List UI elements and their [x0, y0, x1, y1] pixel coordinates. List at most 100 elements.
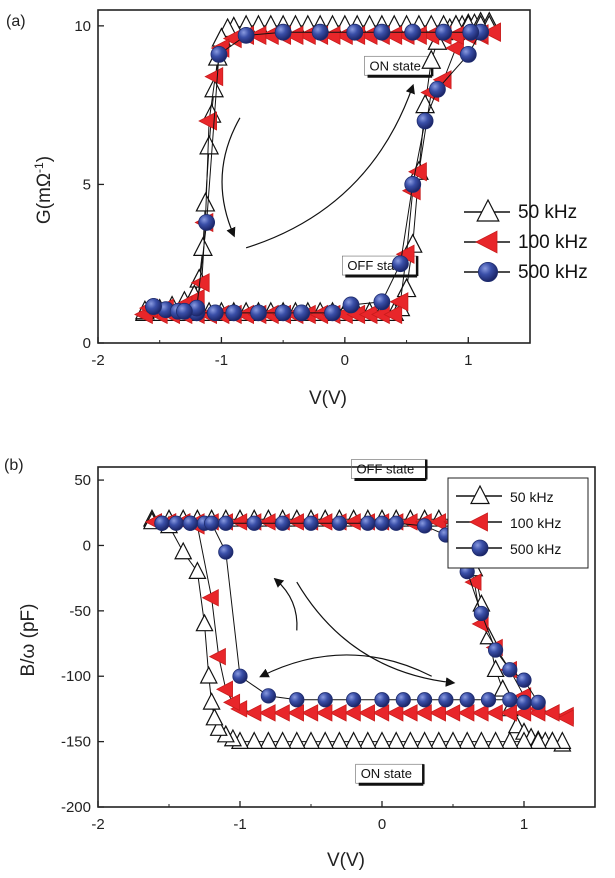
data-point: [415, 731, 434, 749]
data-point: [223, 693, 241, 712]
data-point: [237, 26, 255, 44]
state-annotation: ON state: [361, 766, 412, 781]
data-point: [195, 613, 214, 632]
data-point: [245, 731, 264, 749]
data-point: [374, 692, 390, 708]
data-point: [485, 704, 503, 722]
data-point: [344, 731, 363, 749]
data-point: [429, 731, 448, 749]
data-point: [404, 176, 422, 193]
data-point: [174, 541, 193, 560]
data-point: [259, 731, 278, 749]
data-point: [374, 515, 390, 531]
y-tick-label: 0: [83, 335, 91, 352]
data-point: [208, 647, 226, 666]
data-point: [244, 704, 262, 722]
data-point: [387, 731, 406, 749]
sweep-arrow: [296, 581, 456, 687]
data-point: [416, 112, 434, 130]
plot-frame-b: [97, 466, 596, 808]
data-point: [274, 23, 292, 41]
data-point: [373, 23, 391, 41]
data-point: [556, 709, 574, 727]
x-tick-label: 0: [378, 816, 386, 833]
x-axis-label-a: V(V): [309, 388, 347, 409]
data-point: [273, 731, 292, 749]
data-point: [225, 304, 243, 322]
data-point: [421, 49, 442, 69]
legend-marker: [471, 539, 489, 557]
sweep-arrow: [221, 117, 241, 238]
legend-marker: [476, 198, 500, 222]
data-point: [260, 688, 276, 704]
data-point: [331, 515, 347, 531]
data-point: [459, 46, 477, 63]
data-point: [383, 304, 403, 325]
data-point: [473, 605, 489, 622]
data-point: [516, 694, 532, 710]
y-axis-label-a-sup: -1: [32, 162, 46, 173]
data-point: [209, 718, 228, 736]
data-point: [199, 665, 218, 684]
panel-label-a: (a): [6, 13, 26, 30]
data-point: [486, 659, 505, 678]
x-tick-label: 0: [341, 352, 349, 369]
x-tick-label: 1: [520, 816, 528, 833]
state-annotation: OFF state: [347, 258, 405, 273]
data-point: [247, 25, 267, 46]
data-point: [502, 662, 518, 678]
data-point: [514, 731, 534, 749]
data-point: [457, 704, 475, 722]
data-point: [438, 692, 454, 708]
legend-marker: [469, 512, 488, 532]
legend-label: 500 kHz: [510, 541, 561, 557]
legend-label: 100 kHz: [518, 232, 588, 253]
x-axis-label-b: V(V): [327, 850, 365, 871]
data-point: [188, 561, 207, 579]
data-point: [286, 704, 304, 722]
y-axis-label-a-main: G(mΩ: [34, 173, 55, 224]
data-point: [372, 731, 392, 749]
data-point: [293, 304, 311, 322]
legend-label: 50 kHz: [510, 489, 554, 505]
data-point: [215, 680, 233, 699]
data-point: [289, 692, 305, 708]
data-point: [499, 704, 517, 722]
data-point: [529, 731, 548, 749]
data-point: [317, 692, 333, 708]
data-point: [400, 704, 418, 722]
data-point: [250, 304, 267, 322]
series-line: [144, 31, 494, 315]
data-point: [232, 668, 248, 684]
x-tick-label: -1: [215, 352, 228, 369]
data-point: [218, 544, 234, 560]
data-point: [493, 678, 512, 697]
data-point: [516, 672, 532, 688]
data-point: [311, 23, 329, 41]
data-point: [358, 731, 377, 749]
x-tick-label: -1: [233, 816, 246, 833]
data-point: [459, 692, 475, 708]
y-tick-label: 5: [83, 176, 91, 193]
data-point: [486, 731, 505, 749]
data-point: [272, 704, 290, 722]
data-point: [395, 692, 411, 708]
data-point: [391, 255, 409, 273]
legend-b: 50 kHz 100 kHz 500 kHz: [447, 477, 589, 569]
sweep-arrow: [259, 654, 432, 678]
data-point: [373, 293, 391, 311]
data-point: [284, 25, 304, 46]
data-point: [199, 135, 220, 155]
legend-marker: [477, 261, 498, 282]
y-tick-label: -200: [61, 799, 91, 816]
data-point: [205, 707, 224, 726]
series-500-khz: [145, 23, 490, 322]
data-point: [462, 23, 480, 41]
data-point: [301, 731, 321, 749]
data-point: [401, 731, 420, 749]
data-point: [274, 515, 291, 531]
data-point: [542, 704, 560, 722]
series-50-khz: [134, 11, 500, 321]
